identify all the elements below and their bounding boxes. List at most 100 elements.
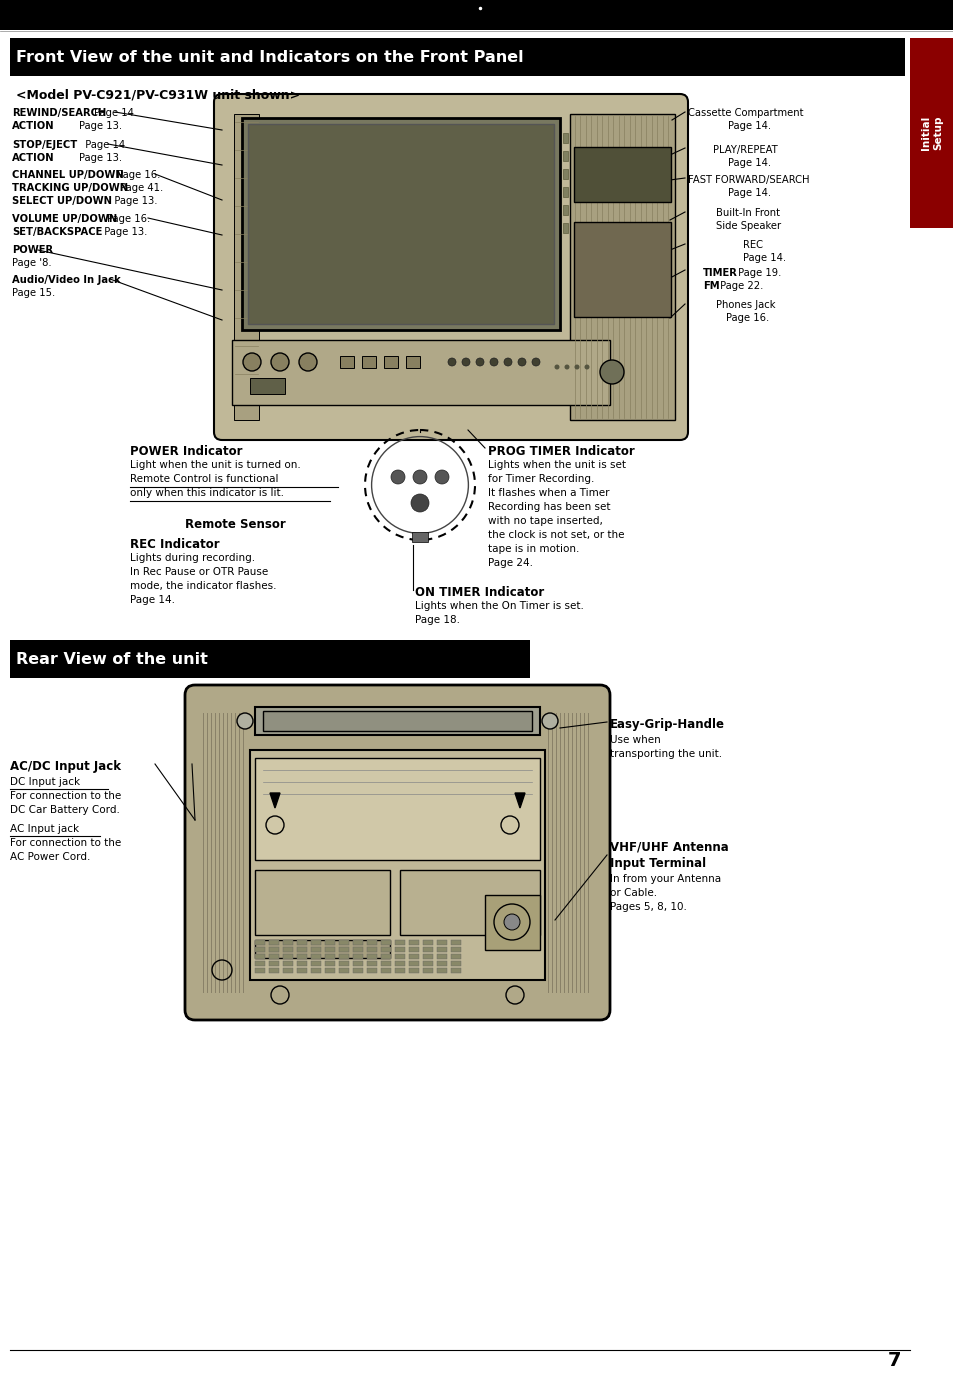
Bar (409, 954, 418, 958)
Text: with no tape inserted,: with no tape inserted, (488, 515, 602, 526)
Text: Page 16.: Page 16. (113, 169, 160, 181)
Circle shape (435, 469, 449, 483)
Text: ACTION: ACTION (12, 121, 54, 131)
Bar (569, 114, 675, 419)
Text: Page 16.: Page 16. (725, 313, 768, 324)
Bar (254, 707, 539, 735)
Circle shape (298, 353, 316, 371)
Text: It flashes when a Timer: It flashes when a Timer (488, 488, 609, 499)
Bar (263, 711, 532, 731)
Bar (409, 968, 418, 974)
Bar (10, 38, 904, 76)
Circle shape (584, 364, 589, 369)
Bar (399, 870, 539, 935)
Circle shape (517, 358, 525, 365)
Bar (395, 968, 405, 974)
Bar (269, 940, 278, 945)
Text: REC: REC (742, 240, 762, 250)
Bar (296, 954, 307, 958)
Text: Page 14.: Page 14. (130, 594, 174, 606)
Bar (325, 940, 335, 945)
Text: STOP/EJECT: STOP/EJECT (12, 140, 77, 150)
Bar (296, 968, 307, 974)
Text: Page 19.: Page 19. (734, 268, 781, 278)
Text: AC Input jack: AC Input jack (10, 824, 79, 833)
Bar (250, 750, 544, 981)
Bar (254, 954, 265, 958)
Circle shape (243, 353, 261, 371)
Bar (339, 356, 354, 368)
Text: FAST FORWARD/SEARCH: FAST FORWARD/SEARCH (687, 175, 809, 185)
Text: Page '8.: Page '8. (12, 258, 51, 268)
Bar (384, 356, 397, 368)
Bar (283, 954, 293, 958)
Text: Page 14.: Page 14. (79, 140, 129, 150)
Text: Front View of the unit and Indicators on the Front Panel: Front View of the unit and Indicators on… (16, 50, 523, 64)
Bar (380, 940, 391, 945)
Bar (395, 961, 405, 965)
Bar (325, 961, 335, 965)
Text: POWER Indicator: POWER Indicator (130, 444, 242, 458)
Text: VHF/UHF Antenna: VHF/UHF Antenna (609, 840, 728, 853)
Bar (254, 940, 390, 958)
Bar (353, 954, 363, 958)
Circle shape (564, 364, 569, 369)
Text: VOLUME UP/DOWN: VOLUME UP/DOWN (12, 214, 117, 224)
Bar (242, 118, 559, 331)
Bar (325, 968, 335, 974)
Bar (353, 968, 363, 974)
Bar (338, 968, 349, 974)
Bar (311, 947, 320, 951)
Text: Page 41.: Page 41. (117, 183, 163, 193)
Bar (254, 870, 390, 935)
Circle shape (236, 713, 253, 729)
Bar (380, 947, 391, 951)
Bar (254, 758, 539, 860)
Bar (311, 940, 320, 945)
Bar (451, 940, 460, 945)
Bar (254, 961, 265, 965)
Text: Page 13.: Page 13. (98, 226, 147, 238)
Bar (451, 954, 460, 958)
Text: Lights when the unit is set: Lights when the unit is set (488, 460, 625, 469)
Circle shape (503, 358, 512, 365)
Bar (436, 954, 447, 958)
Bar (395, 940, 405, 945)
Text: Easy-Grip-Handle: Easy-Grip-Handle (609, 718, 724, 731)
Text: DC Input jack: DC Input jack (10, 776, 80, 788)
Text: REC Indicator: REC Indicator (130, 538, 219, 551)
Bar (422, 961, 433, 965)
Bar (367, 947, 376, 951)
Bar (325, 954, 335, 958)
Text: POWER: POWER (12, 244, 53, 256)
Text: tape is in motion.: tape is in motion. (488, 544, 578, 554)
Bar (325, 947, 335, 951)
Text: Cassette Compartment: Cassette Compartment (687, 108, 802, 118)
Bar (395, 947, 405, 951)
Text: Recording has been set: Recording has been set (488, 501, 610, 513)
Text: CHANNEL UP/DOWN: CHANNEL UP/DOWN (12, 169, 124, 181)
Circle shape (271, 353, 289, 371)
Text: AC Power Cord.: AC Power Cord. (10, 851, 91, 863)
Circle shape (532, 358, 539, 365)
Bar (409, 961, 418, 965)
Text: Remote Sensor: Remote Sensor (185, 518, 286, 531)
Bar (436, 968, 447, 974)
Bar (451, 968, 460, 974)
Text: mode, the indicator flashes.: mode, the indicator flashes. (130, 581, 276, 590)
Text: Pages 5, 8, 10.: Pages 5, 8, 10. (609, 901, 686, 913)
Text: Phones Jack: Phones Jack (716, 300, 775, 310)
Text: Lights during recording.: Lights during recording. (130, 553, 254, 563)
Bar (380, 954, 391, 958)
Text: For connection to the: For connection to the (10, 790, 121, 801)
Bar (484, 895, 539, 950)
Bar (233, 114, 258, 419)
Bar (436, 947, 447, 951)
Text: Page 13.: Page 13. (54, 153, 122, 163)
Bar (353, 947, 363, 951)
Bar (338, 947, 349, 951)
Text: AC/DC Input Jack: AC/DC Input Jack (10, 760, 121, 774)
Text: Lights when the On Timer is set.: Lights when the On Timer is set. (415, 601, 583, 611)
Circle shape (476, 358, 483, 365)
Text: Page 13.: Page 13. (105, 196, 157, 206)
